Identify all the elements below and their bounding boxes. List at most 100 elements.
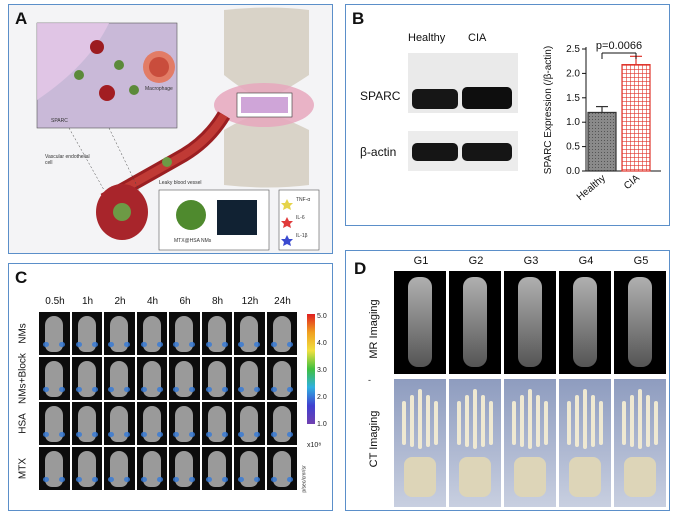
x-tick-label: Healthy — [575, 173, 608, 203]
mouse-image — [136, 357, 167, 400]
time-label: 8h — [211, 296, 224, 307]
ct-image — [614, 379, 666, 507]
y-tick-label: 0.5 — [566, 142, 580, 153]
time-label: 12h — [241, 296, 259, 307]
row-ct: CT Imaging — [368, 410, 380, 468]
time-label: 4h — [146, 296, 159, 307]
western-blot — [408, 53, 518, 171]
group-label: G5 — [633, 255, 649, 267]
legend-tnf: TNF-α — [296, 197, 311, 203]
y-tick-label: 2.5 — [566, 44, 580, 55]
cb-exponent: x10⁸ — [307, 442, 322, 449]
macrophage-label: Macrophage — [145, 86, 173, 92]
mouse-image — [201, 447, 232, 490]
mouse-image — [136, 312, 167, 355]
time-label: 1h — [81, 296, 94, 307]
panel-b-label: B — [352, 9, 365, 28]
mr-image — [394, 271, 446, 374]
lane-healthy: Healthy — [408, 32, 446, 44]
row-mr: MR Imaging — [368, 299, 380, 359]
time-label: 24h — [274, 296, 291, 307]
group-label: G4 — [578, 255, 594, 267]
nms-label: MTX@HSA NMs — [174, 238, 212, 244]
mouse-image — [234, 357, 265, 400]
panel-a: A Macrophage SPARC Vascular endothelial … — [8, 4, 333, 254]
mouse-image — [234, 402, 265, 445]
mouse-image — [169, 447, 200, 490]
group-label: G1 — [413, 255, 429, 267]
mouse-image — [201, 402, 232, 445]
row-sparc: SPARC — [360, 89, 401, 103]
panel-c: C 5.0 4.0 3.0 2.0 1.0 x10⁸ p/sec/cm²/sr … — [8, 263, 333, 511]
mouse-image — [201, 312, 232, 355]
time-label: 6h — [179, 296, 191, 307]
x-tick-label: CIA — [622, 173, 642, 192]
row-label: MTX — [17, 457, 29, 480]
mouse-image — [136, 447, 167, 490]
leaky-vessel-label: Leaky blood vessel — [159, 180, 202, 186]
mouse-image — [169, 312, 200, 355]
mouse-image — [266, 447, 297, 490]
mouse-image — [39, 312, 70, 355]
y-tick-label: 1.0 — [566, 117, 580, 128]
cb-tick: 3.0 — [317, 367, 327, 374]
mouse-image — [39, 402, 70, 445]
legend-il1b: IL-1β — [296, 233, 308, 239]
row-separator: - — [368, 375, 371, 385]
vascular-label: Vascular endothelial cell — [45, 154, 90, 166]
cb-tick: 2.0 — [317, 394, 327, 401]
panel-c-label: C — [15, 268, 28, 287]
row-actin: β-actin — [360, 145, 397, 159]
mouse-image — [104, 447, 135, 490]
panel-b: B Healthy CIA SPARC β-actin 0.0 0.5 1.0 1.5… — [345, 4, 670, 226]
arthritis-schematic — [36, 7, 320, 251]
sparc-label: SPARC — [51, 118, 68, 124]
cb-tick: 4.0 — [317, 340, 327, 347]
y-tick-label: 2.0 — [566, 68, 580, 79]
mouse-image — [104, 357, 135, 400]
panel-a-label: A — [15, 9, 28, 28]
mouse-image — [104, 402, 135, 445]
ct-image — [504, 379, 556, 507]
time-label: 0.5h — [45, 296, 65, 307]
group-label: G2 — [468, 255, 484, 267]
ct-image — [559, 379, 611, 507]
mouse-image — [266, 357, 297, 400]
cb-tick: 1.0 — [317, 421, 327, 428]
mouse-image — [39, 357, 70, 400]
legend-il6: IL-6 — [296, 215, 305, 221]
mouse-image — [39, 447, 70, 490]
mouse-image — [71, 357, 102, 400]
sparc-bar-chart: 0.0 0.5 1.0 1.5 2.0 2.5 Healthy CIA p=0.0066 SPAR… — [543, 40, 661, 203]
mouse-image — [266, 312, 297, 355]
ct-image — [449, 379, 501, 507]
mouse-image — [136, 402, 167, 445]
panel-d: D MR Imaging CT Imaging - G1 G2 G3 G4 G5 — [345, 250, 670, 511]
mr-image — [614, 271, 666, 374]
mouse-image — [234, 312, 265, 355]
mouse-image — [71, 312, 102, 355]
mouse-image — [71, 402, 102, 445]
mouse-image — [169, 357, 200, 400]
lane-cia: CIA — [468, 32, 487, 44]
mouse-image — [201, 357, 232, 400]
y-tick-label: 0.0 — [566, 166, 580, 177]
mr-image — [449, 271, 501, 374]
bar-cia — [621, 64, 651, 172]
p-value-annotation: p=0.0066 — [596, 40, 642, 52]
mouse-image — [266, 402, 297, 445]
time-label: 2h — [114, 296, 126, 307]
ct-image — [394, 379, 446, 507]
mouse-image — [234, 447, 265, 490]
mouse-image — [104, 312, 135, 355]
group-label: G3 — [523, 255, 539, 267]
panel-d-label: D — [354, 259, 367, 278]
mouse-image — [169, 402, 200, 445]
cb-unit: p/sec/cm²/sr — [301, 465, 308, 493]
cb-tick: 5.0 — [317, 313, 327, 320]
y-axis-label: SPARC Expression (/β-actin) — [543, 46, 554, 174]
colorbar — [307, 314, 315, 424]
mouse-image — [71, 447, 102, 490]
y-tick-label: 1.5 — [566, 93, 580, 104]
bar-healthy — [587, 111, 617, 172]
